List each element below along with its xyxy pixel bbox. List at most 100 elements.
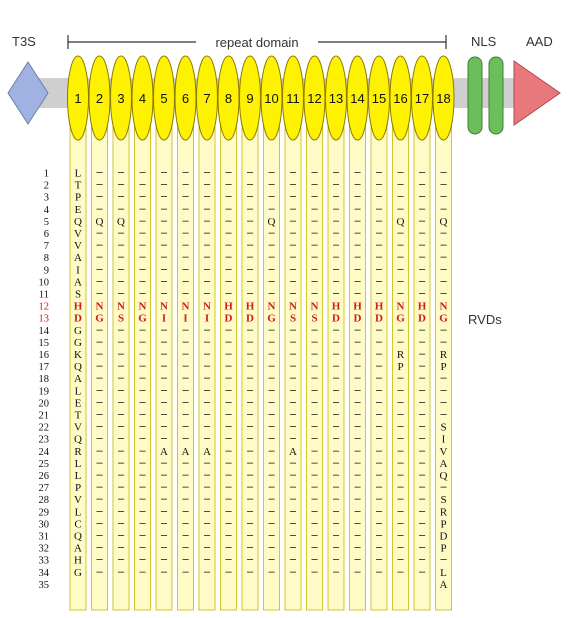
identity-dash: –	[139, 239, 146, 251]
identity-dash: –	[290, 566, 297, 578]
identity-dash: –	[268, 324, 275, 336]
identity-dash: –	[333, 457, 340, 469]
identity-dash: –	[354, 517, 361, 529]
identity-dash: –	[161, 481, 168, 493]
identity-dash: –	[354, 493, 361, 505]
identity-dash: –	[161, 384, 168, 396]
identity-dash: –	[204, 360, 211, 372]
row-number: 35	[39, 580, 50, 591]
residue: R	[440, 349, 448, 361]
identity-dash: –	[161, 530, 168, 542]
residue: L	[75, 506, 82, 518]
repeat-domain-label: repeat domain	[215, 35, 298, 50]
identity-dash: –	[376, 505, 383, 517]
row-number: 9	[44, 265, 49, 276]
residue: R	[74, 446, 82, 458]
identity-dash: –	[376, 203, 383, 215]
identity-dash: –	[311, 566, 318, 578]
residue: Q	[74, 216, 82, 228]
identity-dash: –	[139, 348, 146, 360]
identity-dash: –	[376, 275, 383, 287]
identity-dash: –	[161, 372, 168, 384]
identity-dash: –	[161, 421, 168, 433]
row-number: 12	[39, 302, 50, 313]
identity-dash: –	[268, 517, 275, 529]
rvd-residue: N	[203, 301, 211, 313]
identity-dash: –	[139, 469, 146, 481]
identity-dash: –	[247, 239, 254, 251]
identity-dash: –	[376, 348, 383, 360]
identity-dash: –	[96, 263, 103, 275]
identity-dash: –	[333, 227, 340, 239]
aad-label: AAD	[526, 34, 553, 49]
rvd-residue: G	[95, 313, 104, 325]
identity-dash: –	[96, 566, 103, 578]
residue: Q	[74, 531, 82, 543]
repeat-number-18: 18	[436, 91, 450, 106]
identity-dash: –	[161, 396, 168, 408]
identity-dash: –	[139, 554, 146, 566]
identity-dash: –	[333, 288, 340, 300]
identity-dash: –	[268, 251, 275, 263]
identity-dash: –	[311, 421, 318, 433]
rvd-residue: N	[160, 301, 168, 313]
nls-segment-1	[467, 56, 483, 135]
identity-dash: –	[268, 457, 275, 469]
repeat-number-5: 5	[160, 91, 167, 106]
identity-dash: –	[139, 421, 146, 433]
identity-dash: –	[161, 227, 168, 239]
residue: A	[74, 373, 82, 385]
identity-dash: –	[354, 409, 361, 421]
identity-dash: –	[290, 227, 297, 239]
identity-dash: –	[247, 493, 254, 505]
residue: P	[397, 361, 403, 373]
identity-dash: –	[204, 396, 211, 408]
identity-dash: –	[182, 433, 189, 445]
rvd-residue: D	[225, 313, 233, 325]
identity-dash: –	[268, 360, 275, 372]
identity-dash: –	[290, 517, 297, 529]
identity-dash: –	[354, 384, 361, 396]
identity-dash: –	[204, 251, 211, 263]
identity-dash: –	[247, 179, 254, 191]
identity-dash: –	[225, 457, 232, 469]
identity-dash: –	[354, 227, 361, 239]
identity-dash: –	[182, 481, 189, 493]
residue: E	[75, 204, 82, 216]
identity-dash: –	[290, 288, 297, 300]
identity-dash: –	[225, 336, 232, 348]
identity-dash: –	[440, 372, 447, 384]
identity-dash: –	[182, 263, 189, 275]
identity-dash: –	[118, 457, 125, 469]
identity-dash: –	[182, 542, 189, 554]
row-numbers: 1234567891011121314151617181920212223242…	[39, 169, 50, 591]
identity-dash: –	[96, 384, 103, 396]
identity-dash: –	[247, 215, 254, 227]
identity-dash: –	[225, 288, 232, 300]
rvd-residue: G	[439, 313, 448, 325]
identity-dash: –	[268, 445, 275, 457]
residue: A	[74, 543, 82, 555]
identity-dash: –	[204, 566, 211, 578]
residue: A	[74, 252, 82, 264]
identity-dash: –	[354, 542, 361, 554]
identity-dash: –	[225, 263, 232, 275]
identity-dash: –	[139, 324, 146, 336]
row-number: 23	[39, 435, 50, 446]
identity-dash: –	[290, 336, 297, 348]
identity-dash: –	[96, 433, 103, 445]
identity-dash: –	[354, 239, 361, 251]
identity-dash: –	[225, 396, 232, 408]
identity-dash: –	[290, 203, 297, 215]
identity-dash: –	[247, 191, 254, 203]
residue: L	[75, 385, 82, 397]
identity-dash: –	[225, 167, 232, 179]
rvd-residue: N	[117, 301, 125, 313]
identity-dash: –	[290, 167, 297, 179]
identity-dash: –	[247, 409, 254, 421]
identity-dash: –	[311, 215, 318, 227]
identity-dash: –	[419, 517, 426, 529]
identity-dash: –	[333, 360, 340, 372]
identity-dash: –	[225, 421, 232, 433]
identity-dash: –	[311, 530, 318, 542]
